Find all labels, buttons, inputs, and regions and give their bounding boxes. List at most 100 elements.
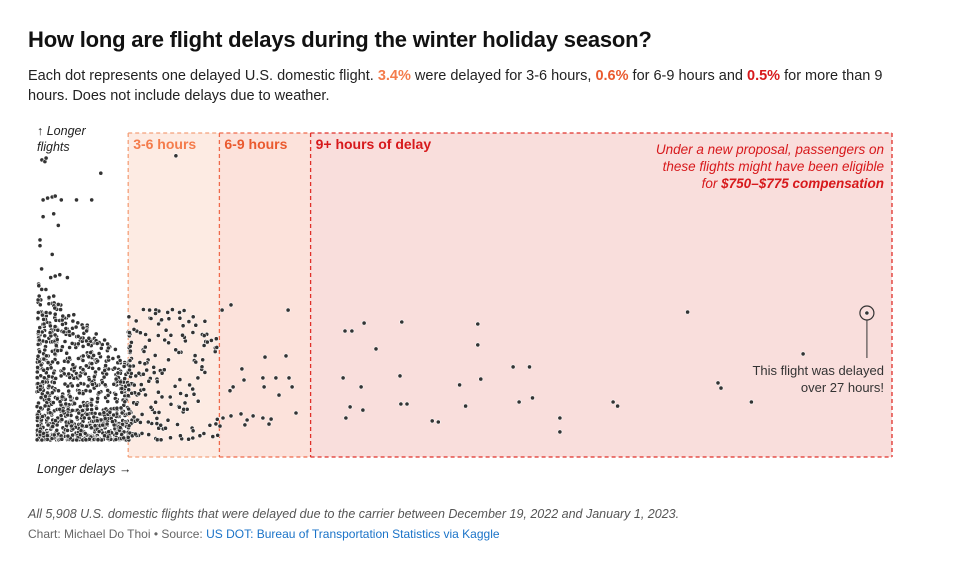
flight-dot [102, 337, 107, 343]
flight-dot [800, 351, 806, 357]
flight-dot [41, 367, 47, 373]
flight-dot [66, 371, 72, 377]
flight-dot [145, 419, 151, 425]
flight-dot [137, 330, 143, 336]
flight-dot [182, 400, 188, 406]
flight-dot [398, 401, 404, 407]
flight-dot [159, 370, 165, 376]
flight-dot [89, 361, 95, 366]
flight-dot [70, 432, 75, 438]
flight-dot [102, 416, 108, 421]
flight-dot [193, 359, 199, 365]
flight-dot [95, 358, 100, 364]
flight-dot [146, 337, 152, 343]
flight-dot [57, 272, 63, 278]
flight-dot [86, 341, 91, 347]
flight-dot [213, 421, 219, 427]
flight-dot [343, 415, 349, 421]
flight-dot [62, 381, 68, 387]
flight-dot [399, 319, 405, 325]
flight-dot [122, 399, 128, 405]
flight-dot [126, 406, 132, 412]
flight-dot [114, 430, 120, 436]
flight-dot [347, 404, 353, 410]
flight-dot [51, 370, 57, 376]
flight-dot [119, 410, 125, 416]
flight-dot [42, 347, 48, 353]
flight-dot [58, 307, 63, 312]
flight-dot [105, 399, 111, 404]
flight-dot [195, 398, 201, 404]
flight-dot [36, 283, 42, 289]
flight-dot [53, 375, 59, 381]
flight-dot [37, 237, 43, 243]
flight-dot [126, 423, 132, 429]
flight-dot [35, 310, 41, 315]
proposal-annotation: these flights might have been eligible [663, 159, 884, 174]
flight-dot [242, 422, 248, 428]
flight-dot [59, 436, 65, 442]
flight-dot [114, 405, 120, 411]
flight-dot [96, 366, 102, 372]
scatter-chart: 3-6 hours 6-9 hours 9+ hours of delay ↑ Lo… [34, 124, 893, 476]
source-link[interactable]: US DOT: Bureau of Transportation Statist… [206, 527, 500, 541]
flight-dot [56, 388, 61, 394]
flight-dot [74, 395, 80, 401]
flight-dot [42, 333, 48, 339]
flight-dot [88, 425, 94, 431]
flight-dot [195, 375, 201, 381]
flight-dot [75, 320, 81, 326]
flight-dot [105, 341, 110, 347]
flight-dot [202, 318, 208, 324]
flight-dot [91, 352, 96, 358]
flight-dot [45, 415, 51, 421]
flight-dot [126, 314, 132, 320]
flight-dot [457, 382, 462, 388]
flight-dot [97, 411, 103, 417]
flight-dot [173, 347, 179, 353]
flight-dot [190, 386, 196, 392]
source-prefix: Chart: Michael Do Thoi • Source: [28, 527, 207, 541]
flight-dot [52, 273, 58, 279]
flight-dot [283, 353, 289, 359]
flight-dot [214, 416, 220, 422]
flight-dot [66, 388, 72, 394]
flight-dot [176, 404, 182, 410]
flight-dot [60, 313, 66, 319]
flight-dot [358, 384, 364, 390]
flight-dot [261, 384, 267, 390]
flight-dot [79, 423, 85, 429]
flight-dot [147, 307, 152, 313]
flight-dot [126, 387, 132, 393]
flight-dot [113, 376, 119, 382]
flight-dot [74, 197, 79, 203]
flight-dot [146, 378, 152, 384]
flight-dot [94, 341, 100, 346]
flight-dot [69, 383, 75, 389]
flight-dot [45, 195, 50, 201]
flight-dot [66, 313, 72, 319]
flight-dot [55, 327, 61, 333]
flight-dot [126, 330, 132, 335]
flight-dot [289, 384, 295, 390]
flight-dot [91, 414, 97, 420]
flight-dot [165, 309, 171, 315]
flight-dot [266, 421, 272, 427]
proposal-annotation: for $750–$775 compensation [702, 176, 884, 191]
flight-dot [40, 214, 46, 220]
flight-dot [69, 419, 74, 424]
flight-dot [83, 388, 89, 393]
flight-dot [190, 314, 196, 320]
flight-dot [52, 332, 58, 338]
zone-2-background [219, 133, 311, 457]
flight-dot [96, 390, 102, 396]
flight-dot [169, 307, 175, 312]
flight-dot [435, 419, 441, 425]
flight-dot [37, 349, 42, 355]
flight-dot [139, 430, 145, 436]
flight-dot [117, 358, 123, 363]
flight-dot [58, 197, 64, 203]
flight-dot [217, 423, 223, 429]
flight-dot [286, 375, 292, 381]
flight-dot [67, 345, 72, 350]
